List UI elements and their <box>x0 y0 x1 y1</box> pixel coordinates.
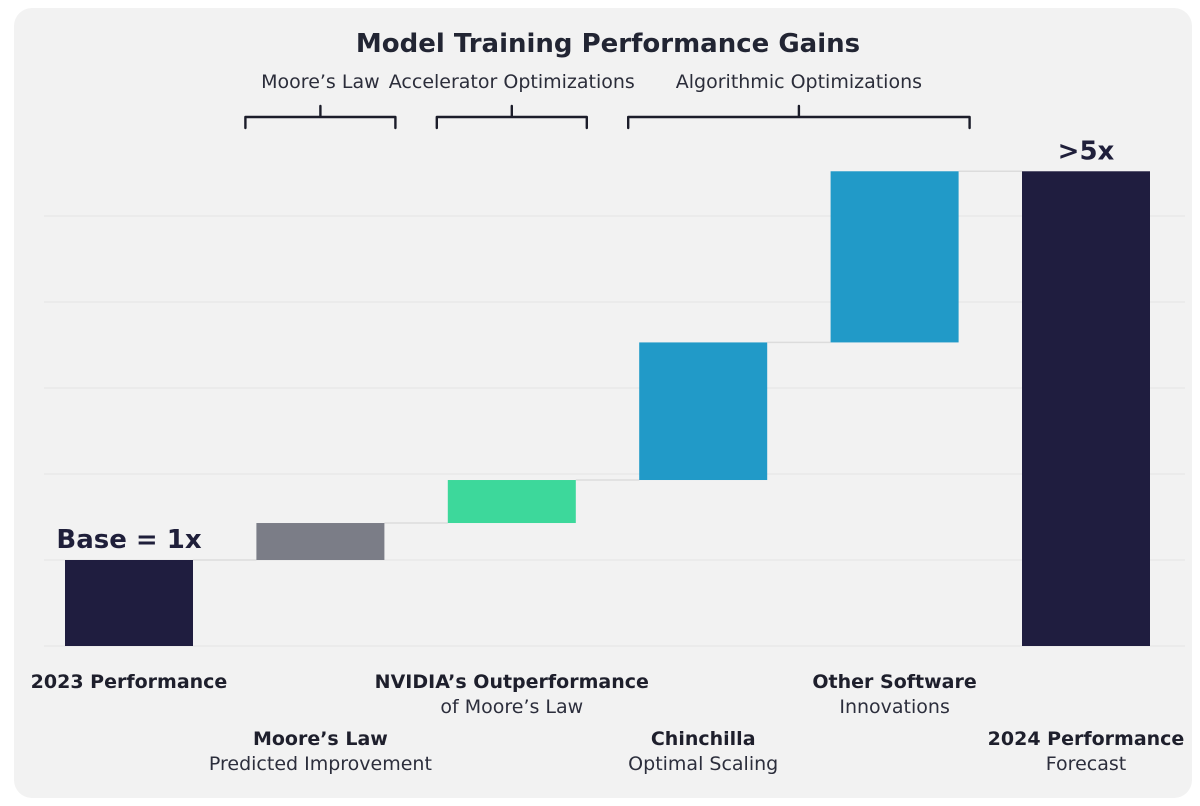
category-sublabel-chinchilla: Optimal Scaling <box>628 753 778 775</box>
group-bracket <box>627 104 971 130</box>
bar-total2024 <box>1022 171 1150 646</box>
value-label-base: Base = 1x <box>56 525 201 555</box>
category-label-other: Other Software <box>812 671 976 693</box>
group-brackets: Moore’s Law Accelerator Optimizations Algo… <box>244 71 971 130</box>
bar-chinchilla <box>639 342 768 481</box>
group-bracket <box>435 104 588 130</box>
bar-other <box>830 171 959 343</box>
bars <box>65 171 1150 646</box>
group-label: Algorithmic Optimizations <box>676 71 922 93</box>
bar-moore <box>256 523 385 560</box>
category-sublabel-total2024: Forecast <box>1046 753 1126 775</box>
category-labels: 2023 Performance Moore’s Law Predicted Imp… <box>31 671 1185 775</box>
connector-lines <box>193 170 1022 561</box>
chart-panel <box>14 8 1192 798</box>
group-label: Accelerator Optimizations <box>389 71 635 93</box>
group-label: Moore’s Law <box>261 71 379 93</box>
category-sublabel-other: Innovations <box>839 696 950 718</box>
value-label-total2024: >5x <box>1058 136 1115 166</box>
category-label-total2024: 2024 Performance <box>988 728 1185 750</box>
category-sublabel-moore: Predicted Improvement <box>209 753 432 775</box>
category-label-nvidia: NVIDIA’s Outperformance <box>375 671 649 693</box>
value-labels: Base = 1x >5x <box>56 136 1114 555</box>
category-label-chinchilla: Chinchilla <box>651 728 756 750</box>
grid-lines <box>44 215 1185 647</box>
bar-base <box>65 560 193 646</box>
chart-title: Model Training Performance Gains <box>356 29 860 59</box>
category-label-base: 2023 Performance <box>31 671 228 693</box>
group-bracket <box>244 104 397 130</box>
category-label-moore: Moore’s Law <box>253 728 388 750</box>
category-sublabel-nvidia: of Moore’s Law <box>440 696 583 718</box>
bar-nvidia <box>447 480 576 524</box>
